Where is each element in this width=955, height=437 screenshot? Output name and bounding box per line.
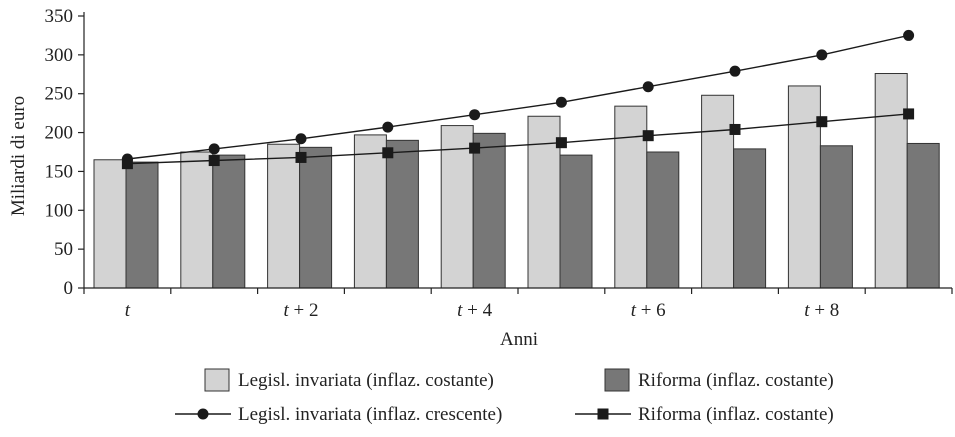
bar-legisl-invariata-4: [440, 125, 474, 289]
line-legisl-invariata-point-4: [469, 109, 481, 121]
bar-riforma-9: [906, 142, 940, 289]
line-riforma-point-3: [382, 147, 394, 159]
bars-layer: [93, 73, 940, 289]
bar-legisl-invariata-2: [267, 143, 301, 289]
line-legisl-invariata-point-8: [816, 49, 828, 61]
legend-label: Riforma (inflaz. costante): [638, 370, 834, 391]
line-riforma-point-0: [121, 158, 133, 170]
y-axis-title: Miliardi di euro: [8, 96, 29, 216]
legend-swatch: [204, 368, 230, 392]
bar-riforma-7: [733, 148, 767, 289]
bar-legisl-invariata-8: [787, 85, 821, 289]
y-tick-label: 250: [45, 84, 74, 105]
lines-layer: [121, 29, 915, 170]
line-legisl-invariata-point-7: [729, 65, 741, 77]
x-axis-title: Anni: [500, 329, 538, 350]
y-tick-label: 150: [45, 161, 74, 182]
legend-label: Riforma (inflaz. costante): [638, 404, 834, 425]
line-legisl-invariata-point-5: [555, 96, 567, 108]
line-riforma-point-9: [903, 108, 915, 120]
line-riforma: [127, 113, 909, 165]
bar-legisl-invariata-1: [180, 151, 214, 289]
line-legisl-invariata: [127, 34, 909, 160]
bar-riforma-3: [385, 139, 419, 289]
line-legisl-invariata-point-3: [382, 121, 394, 133]
legend-label: Legisl. invariata (inflaz. costante): [238, 370, 494, 391]
line-riforma-point-2: [295, 151, 307, 163]
x-tick-label: t + 2: [284, 300, 319, 321]
y-tick-label: 50: [54, 239, 73, 260]
bar-riforma-8: [819, 145, 853, 289]
bar-legisl-invariata-0: [93, 159, 127, 289]
x-tick-label: t: [125, 300, 131, 321]
bar-legisl-invariata-3: [353, 134, 387, 289]
legend-swatch: [604, 368, 630, 392]
legend-marker: [597, 408, 609, 420]
line-riforma-point-1: [208, 155, 220, 167]
legend-item-3: Riforma (inflaz. costante): [575, 404, 834, 425]
line-riforma-point-4: [469, 142, 481, 154]
bar-riforma-1: [212, 154, 246, 289]
line-legisl-invariata-point-1: [208, 143, 220, 155]
x-tick-label: t + 4: [457, 300, 492, 321]
bar-legisl-invariata-6: [614, 105, 648, 289]
y-tick-label: 300: [45, 45, 74, 66]
y-tick-label: 0: [64, 278, 74, 299]
bar-riforma-0: [125, 161, 159, 289]
bar-riforma-4: [472, 132, 506, 289]
legend-item-1: Riforma (inflaz. costante): [604, 368, 834, 392]
bar-riforma-5: [559, 154, 593, 289]
line-riforma-point-5: [555, 137, 567, 149]
legend-item-2: Legisl. invariata (inflaz. crescente): [175, 404, 502, 425]
line-riforma-point-7: [729, 123, 741, 135]
line-legisl-invariata-point-9: [903, 29, 915, 41]
bar-legisl-invariata-5: [527, 115, 561, 289]
legend-label: Legisl. invariata (inflaz. crescente): [238, 404, 502, 425]
legend: Legisl. invariata (inflaz. costante) Rifo…: [175, 368, 834, 425]
y-tick-label: 100: [45, 200, 74, 221]
line-legisl-invariata-point-2: [295, 133, 307, 145]
bar-legisl-invariata-7: [701, 94, 735, 289]
legend-marker: [197, 408, 209, 420]
axes-layer: 0 50 100 150 200 250 300 350 t t + 2 t + 4 t + 6 t +…: [45, 6, 953, 321]
line-riforma-point-8: [816, 116, 828, 128]
x-tick-label: t + 6: [631, 300, 666, 321]
y-tick-label: 350: [45, 6, 74, 27]
line-legisl-invariata-point-6: [642, 81, 654, 93]
legend-item-0: Legisl. invariata (inflaz. costante): [204, 368, 494, 392]
y-tick-label: 200: [45, 123, 74, 144]
bar-riforma-2: [299, 146, 333, 289]
x-tick-label: t + 8: [804, 300, 839, 321]
line-riforma-point-6: [642, 130, 654, 142]
bar-legisl-invariata-9: [874, 73, 908, 289]
bar-riforma-6: [646, 151, 680, 289]
